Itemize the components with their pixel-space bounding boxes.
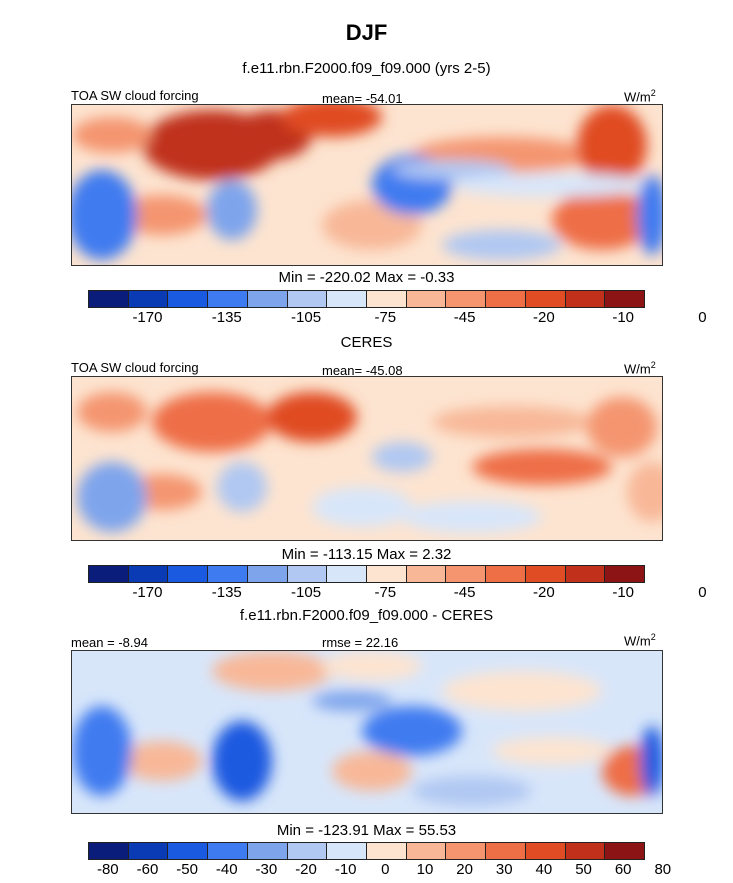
colorbar-segment [367,843,407,859]
colorbar-tick-label: 40 [535,861,553,878]
colorbar-segment [486,566,526,582]
panel1-units-label: W/m2 [624,88,656,105]
colorbar-segment [327,843,368,859]
panel2-colorbar [88,565,645,583]
colorbar-tick-label: -45 [453,309,476,326]
panel3-colorbar [88,842,645,860]
panel2-mean-label: mean= -45.08 [322,363,403,378]
panel3-title: f.e11.rbn.F2000.f09_f09.000 - CERES [239,607,494,624]
colorbar-segment [406,566,447,582]
colorbar-tick-label: -10 [334,861,357,878]
colorbar-segment [525,291,566,307]
colorbar-segment [168,566,209,582]
colorbar-segment [565,291,606,307]
colorbar-segment [287,291,328,307]
colorbar-segment [446,291,487,307]
colorbar-segment [208,291,248,307]
colorbar-tick-label: 80 [654,861,672,878]
colorbar-segment [247,566,288,582]
colorbar-segment [367,566,407,582]
figure-title: DJF [345,20,388,45]
colorbar-segment [247,843,288,859]
panel3-map [71,650,663,814]
colorbar-segment [168,291,209,307]
colorbar-tick-label: -135 [211,309,242,326]
panel1-map [71,104,663,266]
panel2-units-label: W/m2 [624,360,656,377]
colorbar-segment [446,566,487,582]
colorbar-segment [605,566,645,582]
colorbar-tick-label: -105 [291,584,322,601]
colorbar-segment [128,843,169,859]
colorbar-segment [89,843,129,859]
colorbar-segment [406,291,447,307]
colorbar-tick-label: 10 [416,861,434,878]
colorbar-tick-label: 30 [495,861,513,878]
colorbar-segment [486,843,526,859]
panel3-rmse-label: rmse = 22.16 [322,635,399,650]
colorbar-segment [89,291,129,307]
colorbar-segment [565,566,606,582]
colorbar-tick-label: -20 [295,861,317,878]
colorbar-tick-label: 0 [698,584,707,601]
colorbar-segment [208,843,248,859]
colorbar-segment [605,291,645,307]
panel3-mean-label: mean = -8.94 [71,635,148,650]
panel2-variable-label: TOA SW cloud forcing [71,360,199,375]
panel2-title: CERES [340,334,393,351]
colorbar-segment [128,566,169,582]
panel1-title: f.e11.rbn.F2000.f09_f09.000 (yrs 2-5) [242,60,491,77]
colorbar-tick-label: -170 [132,584,163,601]
colorbar-tick-label: -10 [612,309,635,326]
colorbar-tick-label: -80 [96,861,119,878]
colorbar-tick-label: -10 [612,584,635,601]
colorbar-segment [327,566,368,582]
colorbar-segment [565,843,606,859]
panel1-mean-label: mean= -54.01 [322,91,403,106]
colorbar-segment [168,843,209,859]
colorbar-segment [287,843,328,859]
colorbar-segment [406,843,447,859]
colorbar-tick-label: 0 [698,309,707,326]
colorbar-tick-label: -75 [374,584,397,601]
colorbar-tick-label: -30 [255,861,278,878]
panel1-minmax: Min = -220.02 Max = -0.33 [278,269,455,286]
colorbar-tick-label: -45 [453,584,476,601]
colorbar-tick-label: -40 [215,861,238,878]
colorbar-segment [605,843,645,859]
colorbar-tick-label: 0 [381,861,390,878]
colorbar-segment [89,566,129,582]
panel2-minmax: Min = -113.15 Max = 2.32 [281,546,452,563]
colorbar-tick-label: -135 [211,584,242,601]
colorbar-tick-label: -20 [533,309,555,326]
panel3-minmax: Min = -123.91 Max = 55.53 [276,822,457,839]
colorbar-tick-label: 60 [614,861,632,878]
colorbar-tick-label: 20 [456,861,473,878]
colorbar-segment [525,566,566,582]
colorbar-segment [208,566,248,582]
colorbar-tick-label: -60 [136,861,159,878]
panel1-variable-label: TOA SW cloud forcing [71,88,199,103]
colorbar-segment [287,566,328,582]
colorbar-tick-label: 50 [575,861,592,878]
colorbar-segment [128,291,169,307]
colorbar-tick-label: -75 [374,309,397,326]
colorbar-tick-label: -170 [132,309,163,326]
colorbar-segment [525,843,566,859]
panel2-map [71,376,663,541]
colorbar-segment [367,291,407,307]
colorbar-segment [247,291,288,307]
panel3-units-label: W/m2 [624,632,656,649]
colorbar-tick-label: -105 [291,309,322,326]
colorbar-segment [327,291,368,307]
colorbar-segment [486,291,526,307]
colorbar-segment [446,843,487,859]
colorbar-tick-label: -20 [533,584,555,601]
colorbar-tick-label: -50 [176,861,198,878]
panel1-colorbar [88,290,645,308]
